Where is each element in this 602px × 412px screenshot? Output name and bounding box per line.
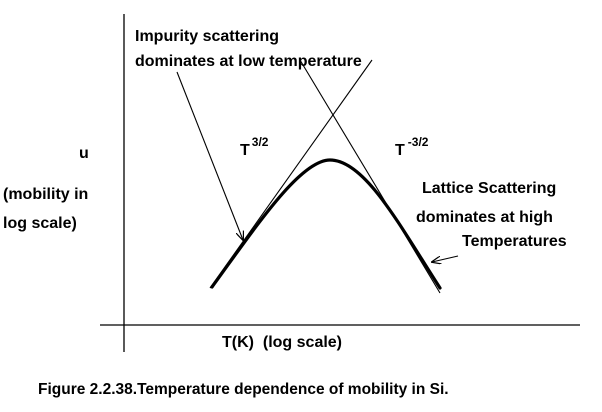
mobility-curve bbox=[210, 158, 442, 290]
x-axis-label: T(K) (log scale) bbox=[222, 334, 342, 351]
right-slope-base: T bbox=[395, 142, 405, 159]
left-slope-exp: 3/2 bbox=[252, 135, 269, 149]
lattice-arrow bbox=[432, 255, 459, 262]
y-axis-symbol: u bbox=[79, 145, 89, 162]
right-slope-exp: -3/2 bbox=[408, 135, 429, 149]
right-slope-label: T -3/2 bbox=[395, 135, 429, 159]
impurity-note-line1: Impurity scattering bbox=[135, 28, 279, 45]
y-axis-desc-line1: (mobility in bbox=[3, 186, 88, 203]
lattice-note-line2: dominates at high bbox=[416, 209, 553, 226]
impurity-note-line2: dominates at low temperature bbox=[135, 53, 362, 70]
left-slope-label: T 3/2 bbox=[240, 135, 269, 159]
figure-caption: Figure 2.2.38.Temperature dependence of … bbox=[38, 381, 449, 398]
lattice-note-line1: Lattice Scattering bbox=[422, 180, 556, 197]
left-slope-base: T bbox=[240, 142, 250, 159]
impurity-arrow bbox=[176, 71, 243, 240]
lattice-note-line3: Temperatures bbox=[462, 233, 567, 250]
y-axis-desc-line2: log scale) bbox=[3, 215, 77, 232]
lattice-asymptote-line bbox=[299, 59, 441, 294]
